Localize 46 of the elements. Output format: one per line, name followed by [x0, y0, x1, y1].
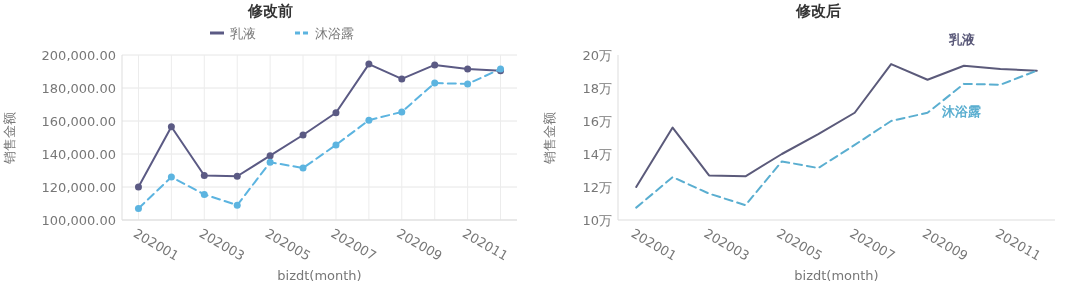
legend-label: 乳液 [230, 26, 256, 41]
y-tick-label: 16万 [582, 114, 612, 129]
series-label: 乳液 [947, 31, 976, 47]
point [134, 183, 142, 191]
point [365, 60, 373, 68]
y-tick-label: 100,000.00 [41, 213, 116, 228]
point [266, 158, 274, 166]
point [299, 131, 307, 139]
y-tick-label: 200,000.00 [41, 48, 116, 63]
point [200, 171, 208, 179]
point [431, 61, 439, 69]
point [398, 75, 406, 83]
chart-title: 修改后 [794, 2, 841, 20]
line-series [635, 63, 1038, 188]
point [332, 141, 340, 149]
y-axis-title: 销售金额 [542, 111, 557, 165]
point [431, 79, 439, 87]
x-axis-title: bizdt(month) [277, 268, 362, 283]
point [233, 172, 241, 180]
y-tick-label: 120,000.00 [41, 180, 116, 195]
point [167, 173, 175, 181]
y-tick-label: 140,000.00 [41, 147, 116, 162]
y-tick-label: 160,000.00 [41, 114, 116, 129]
point [299, 164, 307, 172]
point [365, 116, 373, 124]
line-series [635, 69, 1038, 209]
y-tick-label: 12万 [582, 180, 612, 195]
point [266, 152, 274, 160]
point [134, 204, 142, 212]
y-tick-label: 14万 [582, 147, 612, 162]
point [464, 65, 472, 73]
point [398, 108, 406, 116]
y-tick-label: 18万 [582, 81, 612, 96]
point [200, 190, 208, 198]
y-tick-label: 180,000.00 [41, 81, 116, 96]
x-axis-title: bizdt(month) [794, 268, 879, 283]
point [233, 201, 241, 209]
point [332, 109, 340, 117]
y-axis-title: 销售金额 [2, 111, 17, 165]
chart-title: 修改前 [246, 2, 293, 20]
point [464, 80, 472, 88]
series-label: 沐浴露 [941, 103, 982, 119]
legend-label: 沐浴露 [315, 26, 354, 41]
y-tick-label: 20万 [582, 48, 612, 63]
point [167, 123, 175, 131]
y-tick-label: 10万 [582, 213, 612, 228]
